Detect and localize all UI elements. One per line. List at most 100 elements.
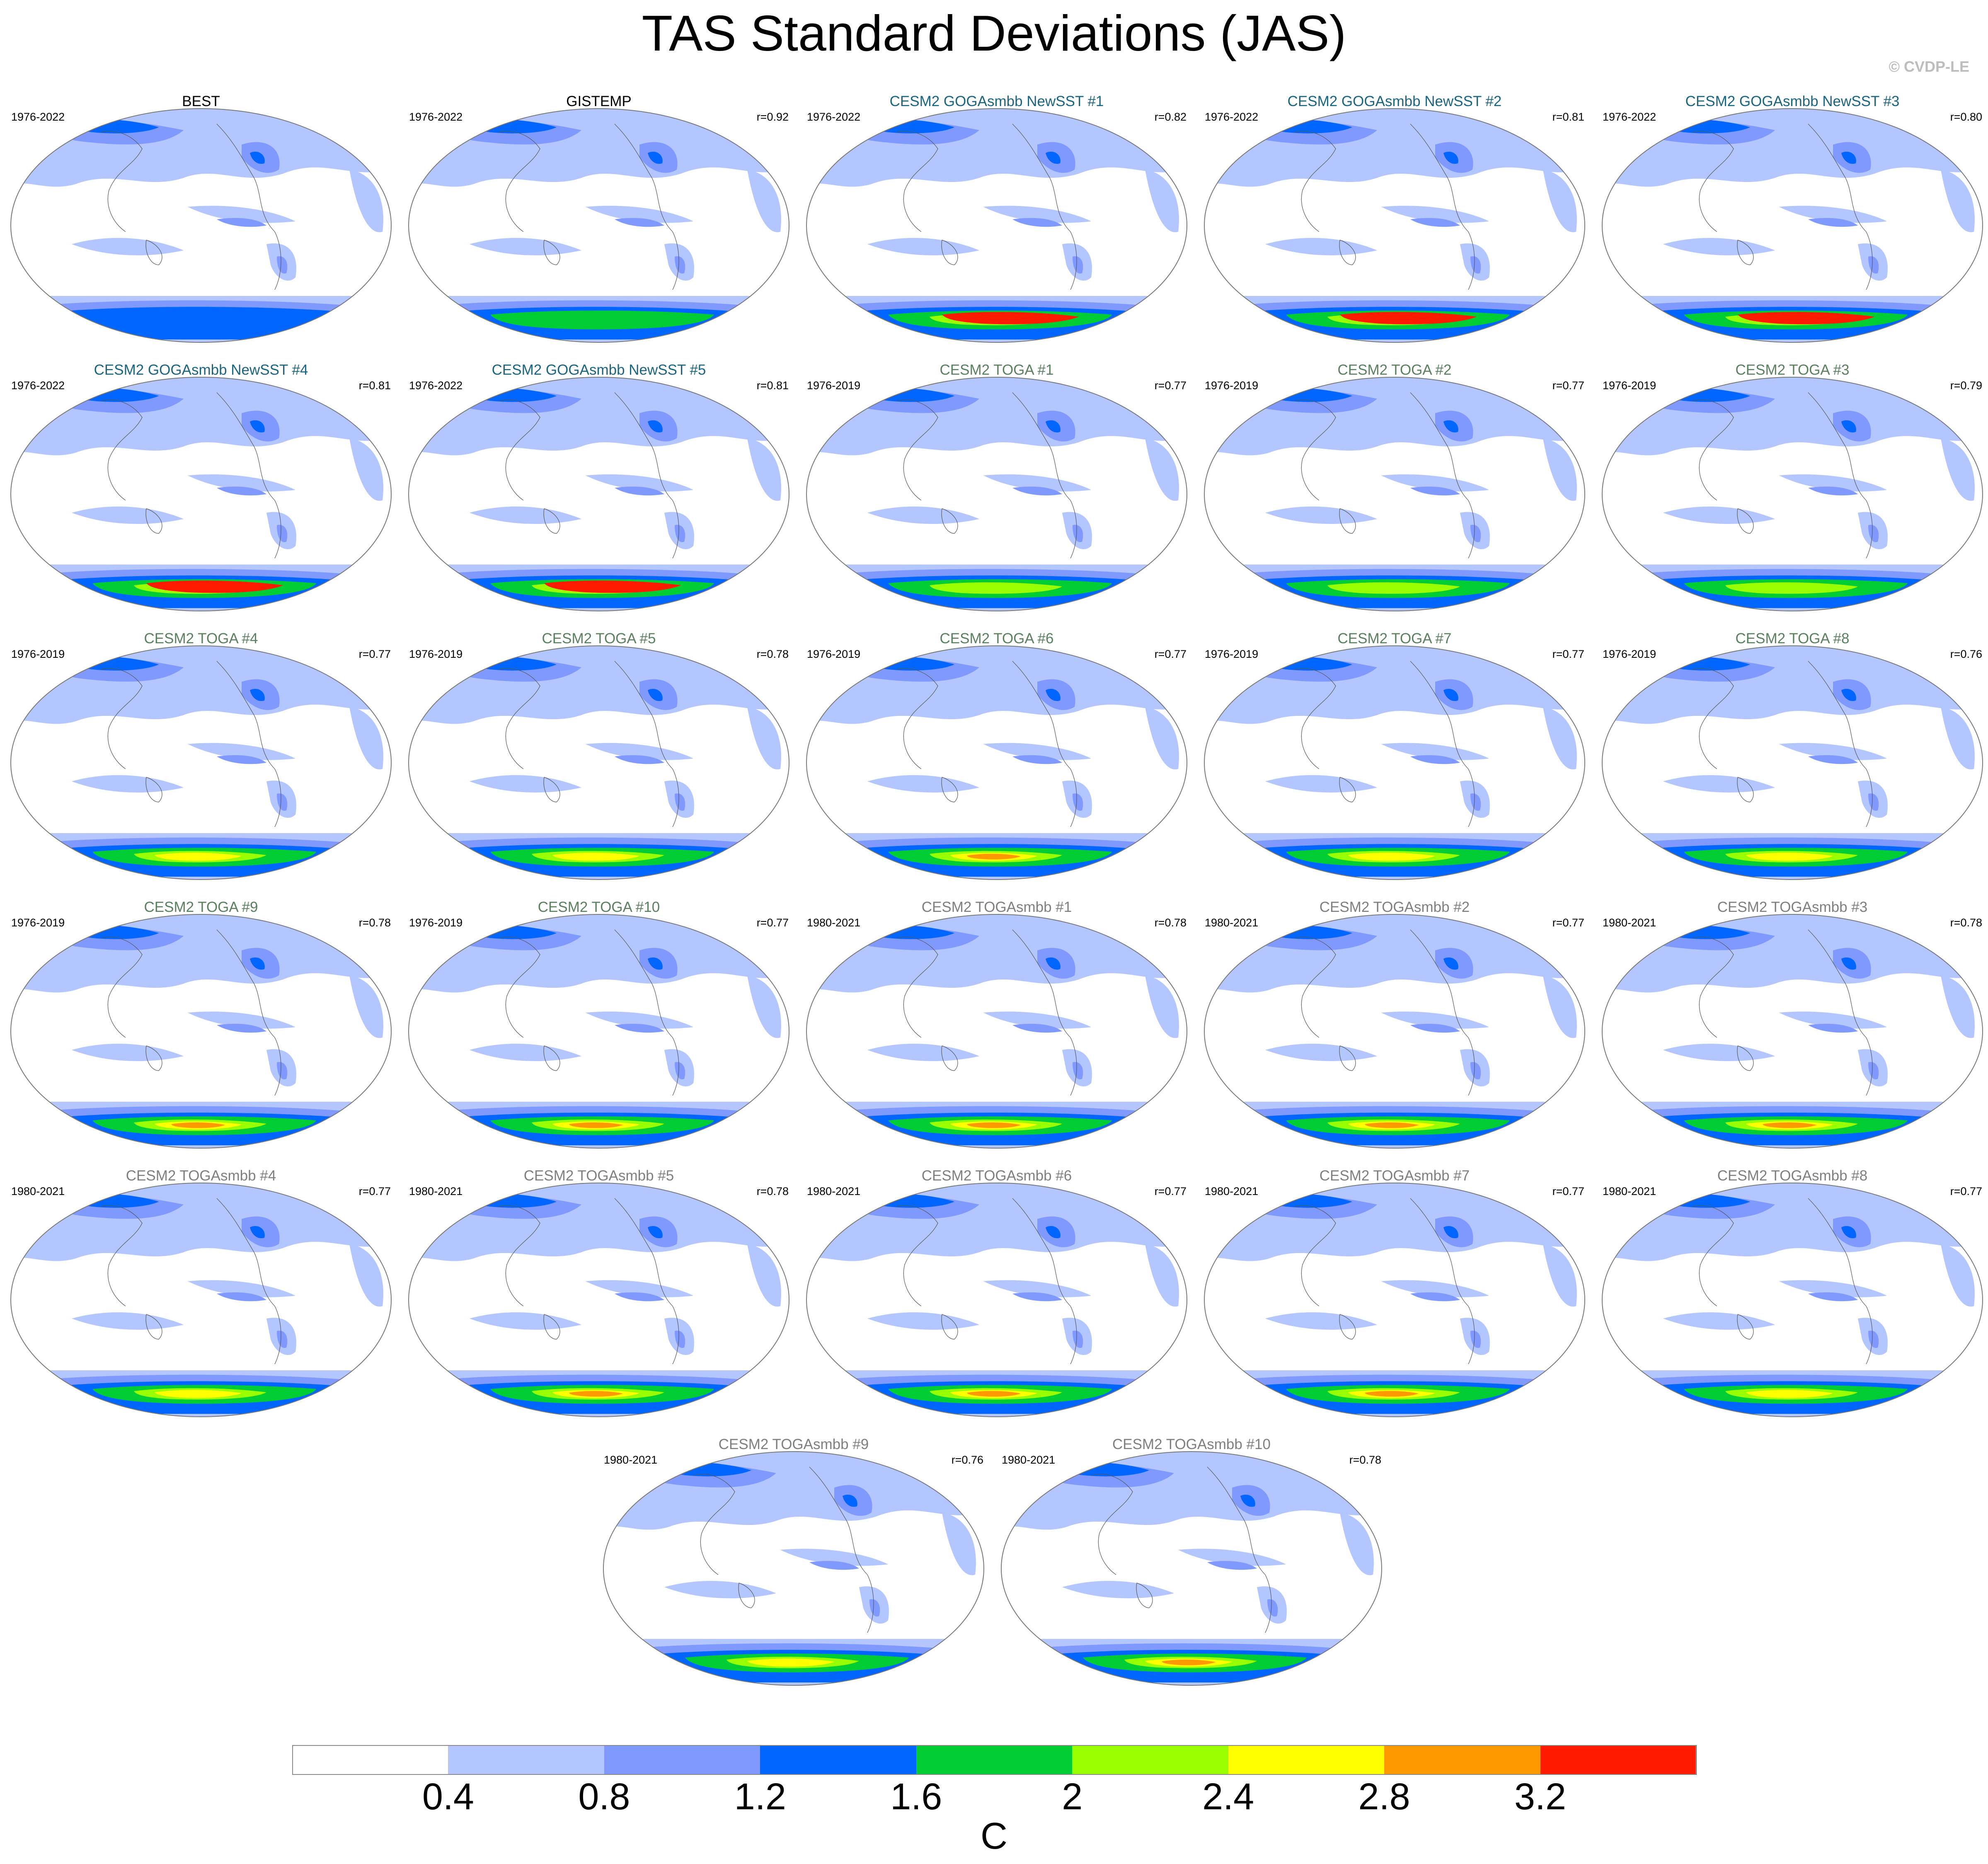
pacific-core [1410,218,1460,227]
coastline [1294,124,1475,290]
panel-period: 1980-2021 [1002,1454,1056,1466]
panel-title: CESM2 TOGAsmbb #7 [1319,1168,1470,1184]
world-map [1001,1451,1382,1686]
panel-title: CESM2 TOGA #9 [144,899,258,915]
coastline [896,929,1077,1096]
world-map [10,108,392,343]
pacific-core [1808,218,1858,227]
map-outline [806,1183,1187,1417]
antarctic-yellow-core [155,853,242,861]
tropical-streak [72,1312,184,1330]
south-america-core [1868,256,1879,274]
south-america-core [675,525,685,542]
world-map [1602,645,1983,880]
map-container [1601,107,1984,344]
colorbar-swatch [448,1745,605,1775]
coastline [896,124,1077,290]
panel-title: CESM2 TOGAsmbb #8 [1717,1168,1868,1184]
north-america-core [1046,957,1061,970]
pacific-core [1808,1023,1858,1033]
panel-title: CESM2 TOGAsmbb #6 [921,1168,1072,1184]
panel-title: CESM2 TOGA #3 [1735,362,1850,378]
south-america-core [277,793,288,811]
pacific-streak [586,206,693,223]
south-america-core [1470,793,1481,811]
colorbar-swatch [1540,1745,1697,1775]
map-outline [1602,645,1983,880]
pacific-streak [1779,1280,1887,1297]
south-america-core [1470,1062,1481,1079]
world-map [408,645,789,880]
colorbar-swatch [1228,1745,1385,1775]
antarctic-orange-core [967,1391,1021,1397]
north-america-core [1841,151,1856,164]
map-outline [806,645,1187,880]
map-panel: CESM2 TOGA #5 1976-2019 r=0.78 [404,630,794,896]
south-america-core [1868,1062,1879,1079]
atlantic-patch [1941,170,1975,233]
panel-title: CESM2 TOGAsmbb #2 [1319,899,1470,915]
panel-title: CESM2 TOGAsmbb #5 [523,1168,674,1184]
panel-title: BEST [182,93,220,109]
map-container [10,645,392,881]
panel-period: 1976-2019 [807,379,861,392]
map-outline [1204,645,1585,880]
south-america-core [675,256,685,274]
tropical-streak [867,775,979,793]
map-outline [806,377,1187,611]
tropical-streak [1265,1312,1377,1330]
tropical-streak [867,506,979,524]
pacific-core [1012,486,1062,496]
panel-title: CESM2 TOGAsmbb #9 [718,1436,869,1452]
south-america-core [277,1062,288,1079]
atlantic-patch [1145,1244,1179,1307]
map-panel: CESM2 TOGAsmbb #2 1980-2021 r=0.77 [1200,899,1589,1164]
map-panel: CESM2 TOGA #7 1976-2019 r=0.77 [1200,630,1589,896]
map-panel: BEST 1976-2022 [6,93,396,359]
map-outline [1602,1183,1983,1417]
pacific-streak [1779,1011,1887,1029]
antarctic-yellow-core [552,853,639,861]
north-america-core [250,688,265,701]
south-america-core [1073,793,1083,811]
map-container [407,645,790,881]
antarctic-lime-core [1327,582,1460,594]
antarctic-yellow-core [1348,853,1435,861]
pacific-core [217,218,266,227]
pacific-core [217,1023,266,1033]
panel-period: 1976-2022 [11,379,65,392]
panel-correlation: r=0.92 [756,111,789,123]
pacific-streak [1381,474,1489,492]
map-panel: CESM2 TOGAsmbb #5 1980-2021 r=0.78 [404,1168,794,1433]
antarctic-red-core [544,580,681,593]
panel-title: CESM2 TOGA #6 [940,630,1054,647]
map-container [1000,1450,1383,1687]
map-container [10,1182,392,1418]
colorbar-swatch [1384,1745,1541,1775]
panel-period: 1976-2022 [807,111,861,123]
panel-title: CESM2 TOGAsmbb #10 [1112,1436,1271,1452]
south-america-core [675,793,685,811]
north-america-core [250,151,265,164]
antarctic-red-core [146,580,283,593]
colorbar-unit: C [981,1816,1007,1857]
map-container [1203,1182,1586,1418]
north-america-core [843,1494,857,1507]
panel-correlation: r=0.77 [1552,379,1584,392]
pacific-core [1207,1561,1257,1570]
map-outline [10,914,392,1149]
coastline [498,661,679,827]
panel-correlation: r=0.79 [1950,379,1982,392]
map-panel: CESM2 TOGA #3 1976-2019 r=0.79 [1598,362,1987,627]
tropical-streak [470,238,581,255]
map-panel: CESM2 GOGAsmbb NewSST #2 1976-2022 r=0.81 [1200,93,1589,359]
north-america-core [1841,1226,1856,1239]
panel-title: CESM2 TOGA #10 [538,899,660,915]
antarctic-lime-core [1725,582,1858,594]
pacific-core [615,218,664,227]
map-outline [1602,108,1983,343]
panel-title: CESM2 GOGAsmbb NewSST #3 [1685,93,1900,109]
south-america-core [1267,1599,1278,1617]
world-map [1204,1183,1585,1417]
south-america-core [277,1331,288,1348]
